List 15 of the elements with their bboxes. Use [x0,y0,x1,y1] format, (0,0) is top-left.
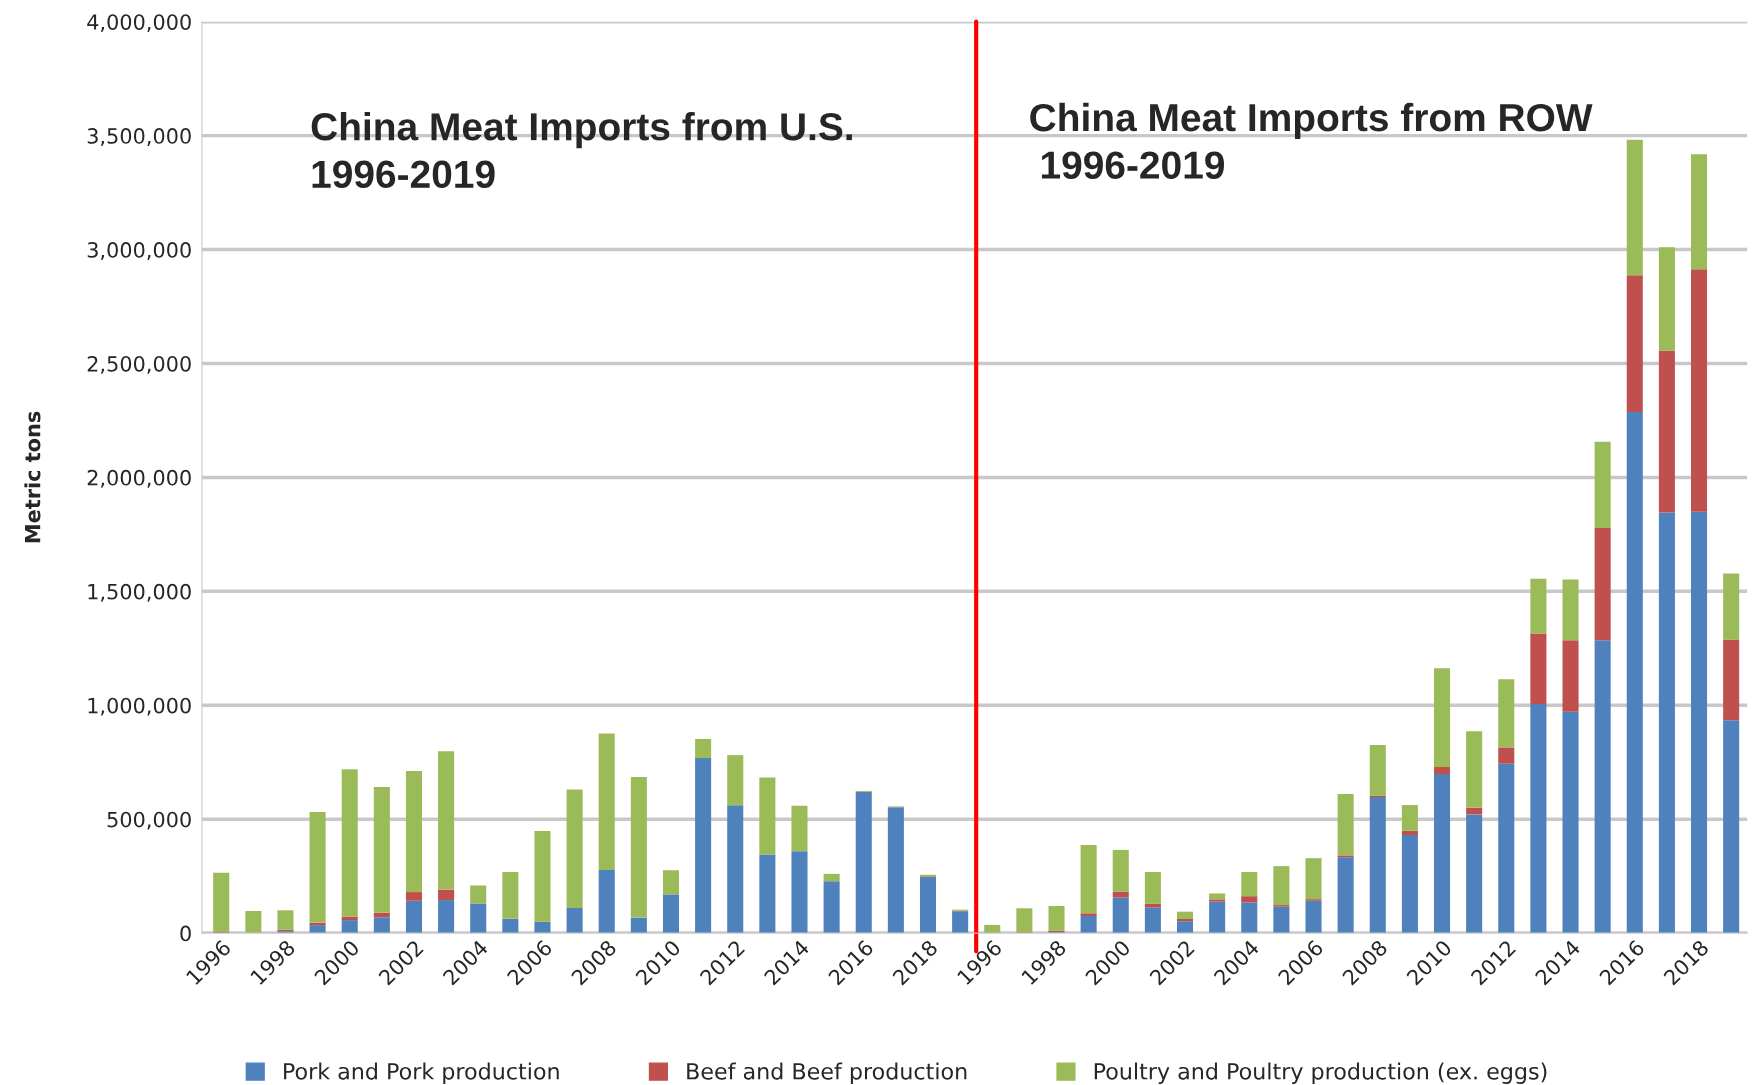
y-tick-label: 1,000,000 [88,697,191,716]
legend-label: Pork and Pork production [284,1062,559,1084]
y-tick-label: 1,500,000 [88,583,191,602]
y-tick-label: 4,000,000 [87,14,191,33]
y-tick-label: 0 [180,925,191,942]
annotation: China Meat Imports from ROW 1996-2019 [1030,102,1593,179]
y-tick-label: 2,500,000 [87,355,191,374]
y-tick-label: 3,500,000 [87,128,191,146]
y-tick-label: 500,000 [107,811,191,830]
legend-label: Poultry and Poultry production (ex. eggs) [1094,1062,1547,1084]
y-tick-label: 2,000,000 [87,469,191,488]
y-axis-title: Metric tons [24,411,41,543]
annotation: China Meat Imports from U.S. 1996-2019 [311,111,852,189]
legend-label: Beef and Beef production [687,1062,967,1084]
y-tick-label: 3,000,000 [87,242,191,260]
